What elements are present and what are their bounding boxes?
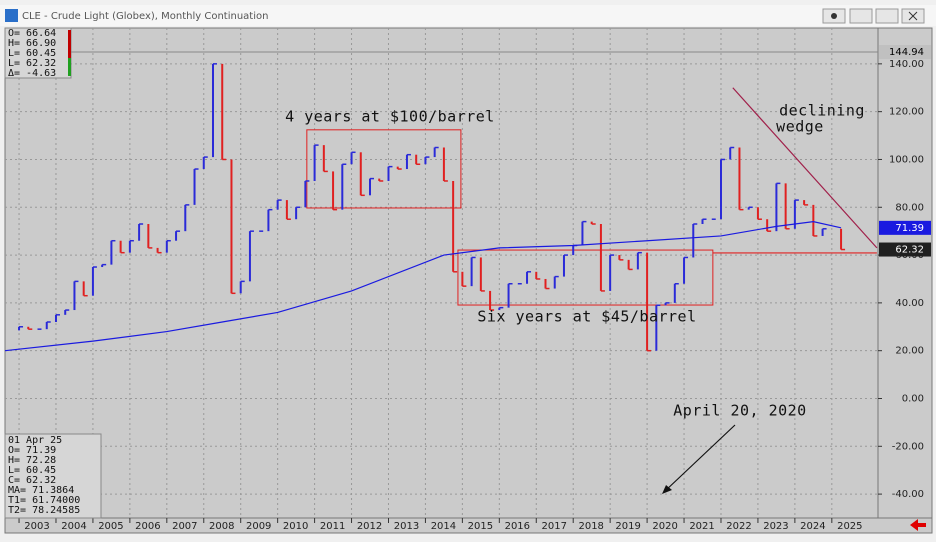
annotation: April 20, 2020: [673, 402, 806, 420]
x-tick-label: 2012: [357, 521, 382, 532]
y-tick-label: 40.00: [895, 298, 924, 309]
scroll-arrow[interactable]: [910, 519, 926, 531]
icon: [831, 13, 837, 19]
info-line: L= 60.45: [8, 48, 56, 59]
y-tick-label: 0.00: [902, 393, 924, 404]
info-box: [4, 433, 102, 519]
indicator: [68, 30, 71, 58]
price-tag-label: 71.39: [895, 223, 924, 234]
x-tick-label: 2015: [468, 521, 493, 532]
x-tick-label: 2022: [726, 521, 751, 532]
y-tick-label: 120.00: [889, 107, 924, 118]
x-tick-label: 2024: [800, 521, 825, 532]
x-tick-label: 2016: [505, 521, 530, 532]
info-box: [4, 27, 72, 79]
x-axis-area: [4, 517, 933, 534]
annotation: 4 years at $100/barrel: [285, 108, 495, 126]
x-tick-label: 2021: [689, 521, 714, 532]
x-tick-label: 2013: [394, 521, 419, 532]
title-bar: [0, 5, 936, 26]
x-tick-label: 2014: [431, 521, 456, 532]
window-controls[interactable]: [822, 8, 925, 24]
x-tick-label: 2005: [98, 521, 123, 532]
y-tick-label: -20.00: [892, 441, 924, 452]
annotation: wedge: [776, 118, 824, 136]
info-line: 01 Apr 25: [8, 435, 62, 446]
window-title: CLE - Crude Light (Globex), Monthly Cont…: [22, 11, 268, 22]
app-icon: [5, 9, 18, 22]
range-box: [306, 129, 462, 209]
x-tick-label: 2004: [61, 521, 86, 532]
arrow-head: [662, 485, 672, 494]
icon: [908, 11, 918, 21]
x-tick-label: 2025: [837, 521, 862, 532]
annotation-arrow: [663, 424, 736, 493]
info-line: H= 72.28: [8, 455, 56, 466]
info-line: O= 66.64: [8, 28, 56, 39]
price-tag: [879, 220, 931, 235]
plot-area: [4, 27, 879, 519]
x-tick-label: 2011: [320, 521, 345, 532]
x-tick-label: 2019: [615, 521, 640, 532]
x-tick-label: 2010: [283, 521, 308, 532]
range-box: [457, 249, 714, 306]
y-tick-label: 100.00: [889, 154, 924, 165]
x-tick-label: 2009: [246, 521, 271, 532]
indicator: [68, 58, 71, 76]
y-tick-label: 80.00: [895, 202, 924, 213]
x-tick-label: 2023: [763, 521, 788, 532]
info-line: T1= 61.74000: [8, 495, 80, 506]
x-tick-label: 2020: [652, 521, 677, 532]
price-tag-label: 62.32: [895, 245, 924, 256]
x-tick-label: 2017: [542, 521, 567, 532]
x-tick-label: 2003: [24, 521, 49, 532]
price-tag: [879, 45, 931, 60]
info-line: L= 60.45: [8, 465, 56, 476]
button-min[interactable]: [849, 8, 873, 24]
price-tag-label: 144.94: [889, 47, 924, 58]
x-tick-label: 2018: [578, 521, 603, 532]
x-tick-label: 2006: [135, 521, 160, 532]
y-tick-label: 140.00: [889, 59, 924, 70]
info-line: O= 71.39: [8, 445, 56, 456]
annotation: declining: [779, 102, 865, 120]
x-tick-label: 2008: [209, 521, 234, 532]
info-line: T2= 78.24585: [8, 505, 80, 516]
price-tag: [879, 242, 931, 257]
info-line: C= 62.32: [8, 475, 56, 486]
y-tick-label: 20.00: [895, 346, 924, 357]
info-line: Δ= -4.63: [8, 68, 56, 79]
wedge-line: [732, 87, 878, 249]
button-max[interactable]: [875, 8, 899, 24]
y-tick-label: -40.00: [892, 489, 924, 500]
info-line: L= 62.32: [8, 58, 56, 69]
annotation: Six years at $45/barrel: [477, 308, 696, 326]
moving-average: [4, 221, 842, 352]
info-line: MA= 71.3864: [8, 485, 74, 496]
x-tick-label: 2007: [172, 521, 197, 532]
info-line: H= 66.90: [8, 38, 56, 49]
